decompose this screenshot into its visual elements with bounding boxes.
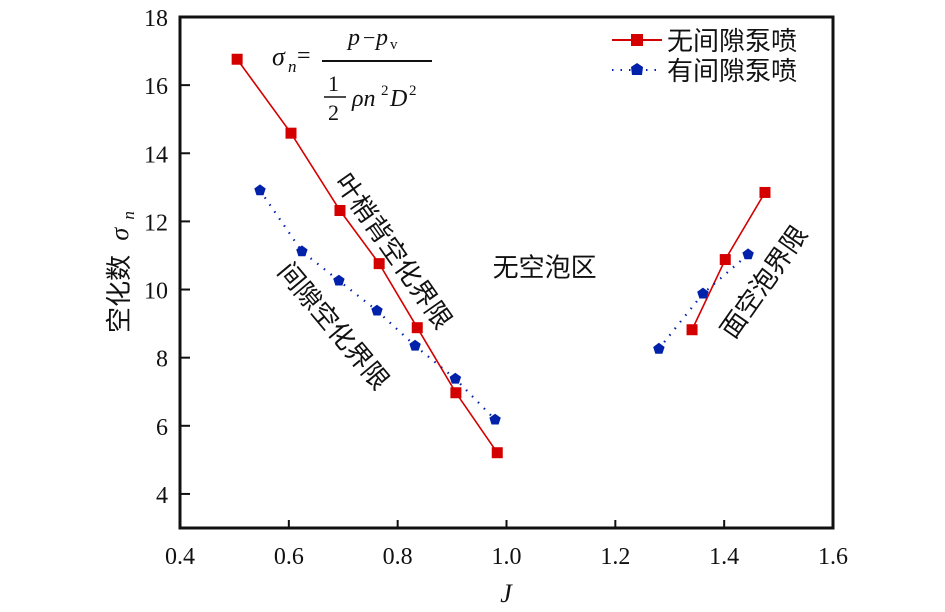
data-point [489,413,501,425]
data-point [334,204,346,216]
formula-minus: − [363,25,375,50]
y-tick-label: 18 [144,6,168,32]
formula-half-num: 1 [328,71,339,96]
annotation-face: 面空泡界限 [715,221,814,345]
legend-label-with-gap: 有间隙泵喷 [667,57,797,87]
x-tick-label: 0.8 [383,544,413,570]
legend-label-no-gap: 无间隙泵喷 [667,27,797,57]
data-point [449,372,462,384]
annotation-gap: 间隙空化界限 [271,257,394,396]
data-point [409,339,421,351]
legend-item-with-gap[interactable]: 有间隙泵喷 [612,57,797,87]
formula-D-exp: 2 [409,83,417,99]
legend-marker-square-icon [631,34,643,46]
series-no-gap [231,53,771,459]
data-point [333,274,345,286]
y-axis-title-sigma: σ [105,227,134,241]
formula-pv-sub: v [390,37,398,53]
formula-half-den: 2 [328,100,339,125]
x-axis-title: J [500,579,513,608]
y-axis-title-sub: n [119,211,138,220]
y-axis-title: 空化数 σ n [105,211,138,333]
data-point [719,254,731,266]
data-point [491,447,503,459]
formula-p: p [346,25,360,51]
formula-sigma-sub: n [288,57,297,76]
x-tick-label: 1.4 [709,544,739,570]
y-tick-label: 12 [144,210,168,236]
x-tick-label: 0.4 [165,544,195,570]
y-tick-label: 14 [144,142,168,168]
formula-equals: = [297,43,311,69]
data-point [653,342,665,354]
annotation-no-cavitation: 无空泡区 [493,254,597,284]
series-layer [231,53,771,459]
legend: 无间隙泵喷 有间隙泵喷 [612,27,797,87]
y-tick-label: 8 [156,347,168,373]
data-point [742,248,754,260]
data-point [373,258,385,270]
legend-marker-pentagon-icon [631,63,643,75]
data-point [686,324,698,336]
x-tick-label: 0.6 [274,544,304,570]
formula-D: D [389,86,407,112]
formula-n-exp: 2 [381,83,389,99]
data-point [450,387,462,399]
data-point [254,184,266,196]
data-point [411,322,423,334]
y-axis-title-cn: 空化数 [105,255,135,333]
formula-rho-n: ρn [351,86,376,112]
series-with-gap [254,184,754,425]
y-tick-label: 4 [156,483,168,509]
formula-pv: p [374,25,388,51]
data-point [296,245,308,257]
data-point [285,127,297,139]
x-tick-label: 1.0 [492,544,522,570]
y-tick-label: 16 [144,74,168,100]
y-axis-title-text: 空化数 σ n [105,211,138,333]
legend-item-no-gap[interactable]: 无间隙泵喷 [612,27,797,57]
y-tick-label: 6 [156,415,168,441]
formula-sigma: σ [272,42,286,71]
data-point [231,53,243,65]
y-tick-label: 10 [144,279,168,305]
data-point [371,304,383,316]
data-point [697,287,709,299]
formula: σ n = p − p v 1 2 ρn 2 D 2 [272,25,432,125]
annotation-tip-back: 叶梢背空化界限 [328,169,457,335]
x-tick-label: 1.6 [818,544,848,570]
x-tick-label: 1.2 [600,544,630,570]
data-point [759,186,771,198]
